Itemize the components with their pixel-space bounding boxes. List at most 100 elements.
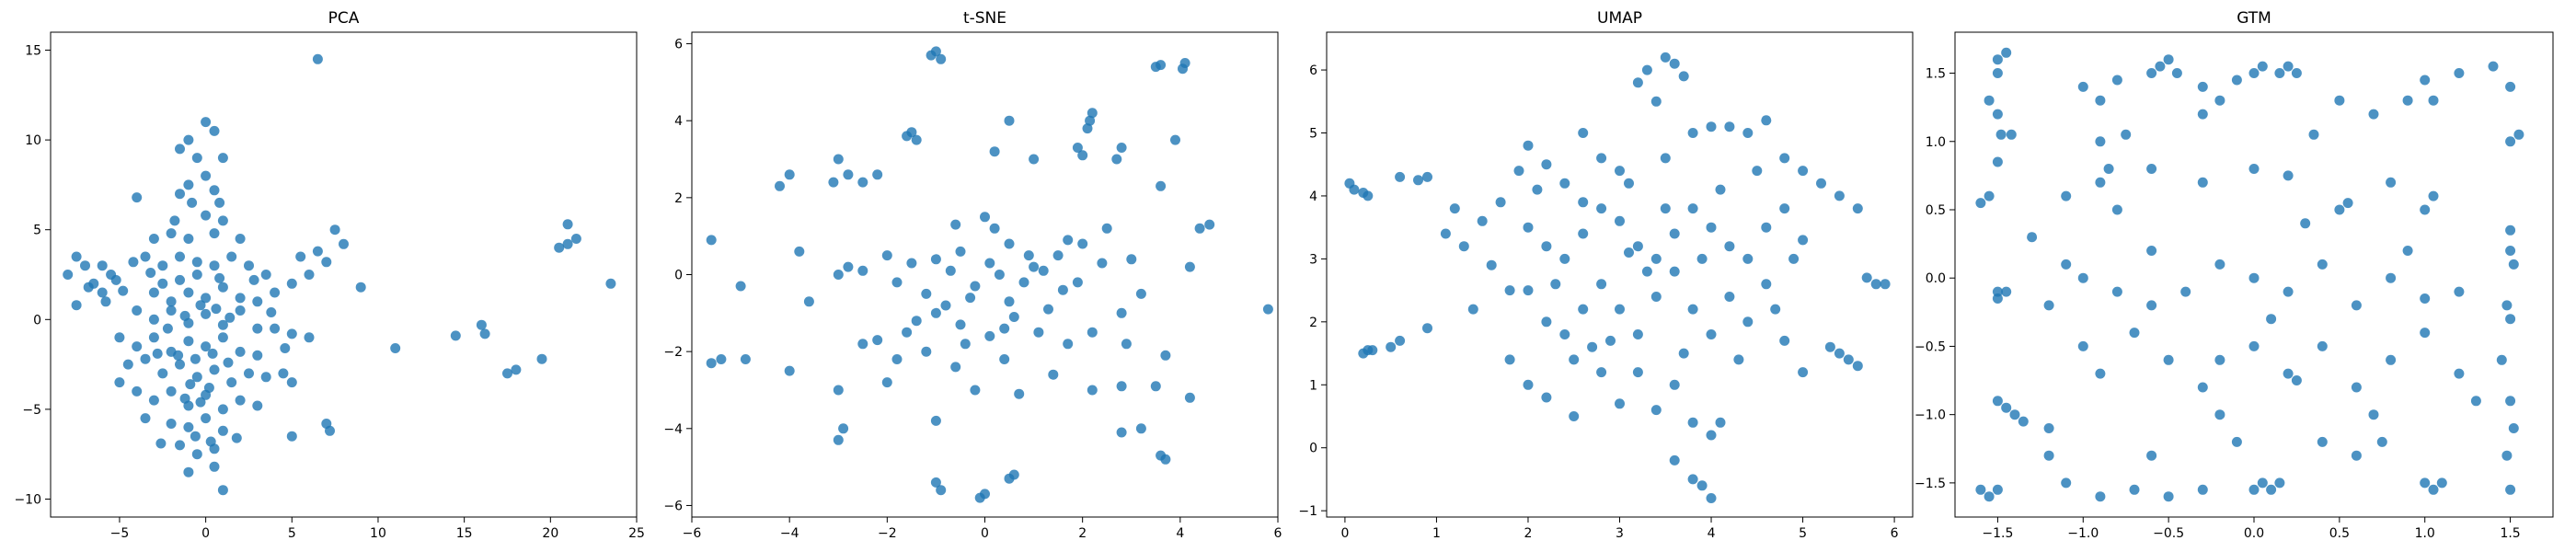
data-point bbox=[217, 332, 228, 343]
data-point bbox=[2386, 354, 2397, 365]
data-point bbox=[2197, 484, 2208, 495]
data-point bbox=[1624, 178, 1634, 189]
x-tick-label: 0.0 bbox=[2244, 526, 2264, 541]
data-point bbox=[2180, 286, 2191, 297]
data-point bbox=[1029, 261, 1040, 272]
data-point bbox=[2077, 81, 2088, 92]
data-point bbox=[1696, 480, 1708, 491]
data-point bbox=[1992, 156, 2003, 167]
data-point bbox=[2351, 450, 2362, 461]
data-point bbox=[1523, 379, 1534, 390]
y-tick-label: −10 bbox=[14, 492, 41, 507]
data-point bbox=[2231, 436, 2242, 447]
data-point bbox=[2111, 75, 2122, 86]
data-point bbox=[235, 395, 246, 406]
data-point bbox=[1072, 143, 1083, 153]
data-point bbox=[132, 305, 143, 316]
data-point bbox=[286, 278, 297, 289]
data-point bbox=[2214, 259, 2225, 270]
points-group bbox=[63, 53, 616, 496]
data-point bbox=[706, 358, 717, 369]
data-point bbox=[217, 404, 228, 415]
data-point bbox=[794, 246, 805, 257]
data-point bbox=[2095, 368, 2106, 379]
x-tick-label: −4 bbox=[780, 526, 799, 541]
data-point bbox=[114, 377, 125, 388]
data-point bbox=[930, 307, 941, 318]
y-tick-label: 4 bbox=[1309, 190, 1317, 204]
data-point bbox=[1660, 153, 1671, 164]
data-point bbox=[217, 153, 228, 164]
data-point bbox=[183, 234, 194, 244]
data-point bbox=[201, 308, 212, 319]
data-point bbox=[1150, 381, 1161, 392]
data-point bbox=[1669, 454, 1680, 466]
data-point bbox=[1715, 184, 1726, 195]
data-point bbox=[1992, 396, 2003, 407]
data-point bbox=[2266, 314, 2277, 325]
data-point bbox=[1724, 121, 1735, 132]
data-point bbox=[140, 353, 151, 364]
data-point bbox=[252, 323, 263, 334]
x-tick-label: −5 bbox=[110, 526, 130, 541]
y-tick-label: −4 bbox=[663, 422, 683, 437]
y-tick-label: 6 bbox=[674, 38, 683, 52]
data-point bbox=[1541, 159, 1552, 170]
data-point bbox=[201, 293, 212, 304]
data-point bbox=[1262, 304, 1273, 315]
data-point bbox=[784, 169, 795, 180]
data-point bbox=[950, 362, 961, 373]
data-point bbox=[1596, 203, 1607, 214]
data-point bbox=[2197, 81, 2208, 92]
data-point bbox=[183, 134, 194, 145]
x-tick-label: −0.5 bbox=[2153, 526, 2184, 541]
data-point bbox=[936, 53, 947, 64]
y-tick-label: 10 bbox=[25, 133, 41, 148]
data-point bbox=[1116, 143, 1127, 153]
data-point bbox=[329, 224, 340, 236]
data-point bbox=[1880, 279, 1891, 290]
data-point bbox=[2266, 484, 2277, 495]
data-point bbox=[1824, 341, 1835, 352]
y-tick-label: −0.5 bbox=[1915, 339, 1946, 354]
x-tick-label: −1.0 bbox=[2067, 526, 2099, 541]
data-point bbox=[179, 393, 190, 404]
data-point bbox=[2283, 368, 2294, 379]
data-point bbox=[980, 212, 990, 223]
x-tick-label: 0 bbox=[1340, 526, 1349, 541]
data-point bbox=[2146, 68, 2157, 78]
data-point bbox=[2214, 409, 2225, 420]
data-point bbox=[175, 359, 185, 370]
data-point bbox=[1779, 203, 1790, 214]
data-point bbox=[252, 350, 263, 361]
data-point bbox=[1004, 115, 1015, 126]
x-tick-label: 4 bbox=[1708, 526, 1716, 541]
data-point bbox=[1742, 128, 1754, 138]
data-point bbox=[833, 434, 844, 445]
data-point bbox=[157, 278, 168, 289]
data-point bbox=[207, 348, 218, 359]
points-group bbox=[706, 46, 1273, 503]
data-point bbox=[2513, 129, 2524, 140]
data-point bbox=[175, 440, 185, 451]
data-point bbox=[148, 332, 159, 343]
data-point bbox=[1678, 348, 1689, 359]
data-point bbox=[201, 170, 212, 181]
y-tick-label: 5 bbox=[1309, 127, 1317, 142]
subplot-gtm: GTM −1.5 −1.0 −0.5 0.0 0.5 1.0 1.5 −1.5 −1.0 −0.5 0… bbox=[1915, 9, 2554, 541]
data-point bbox=[950, 219, 961, 230]
data-point bbox=[2508, 259, 2519, 270]
data-point bbox=[1615, 304, 1625, 315]
data-point bbox=[260, 372, 271, 383]
data-point bbox=[148, 314, 159, 325]
data-point bbox=[945, 265, 956, 276]
data-point bbox=[1770, 304, 1781, 315]
x-tick-label: 6 bbox=[1891, 526, 1899, 541]
data-point bbox=[1156, 60, 1167, 71]
data-point bbox=[2428, 95, 2439, 106]
data-point bbox=[248, 274, 259, 285]
data-point bbox=[955, 246, 966, 257]
data-point bbox=[833, 385, 844, 396]
data-point bbox=[881, 377, 892, 388]
